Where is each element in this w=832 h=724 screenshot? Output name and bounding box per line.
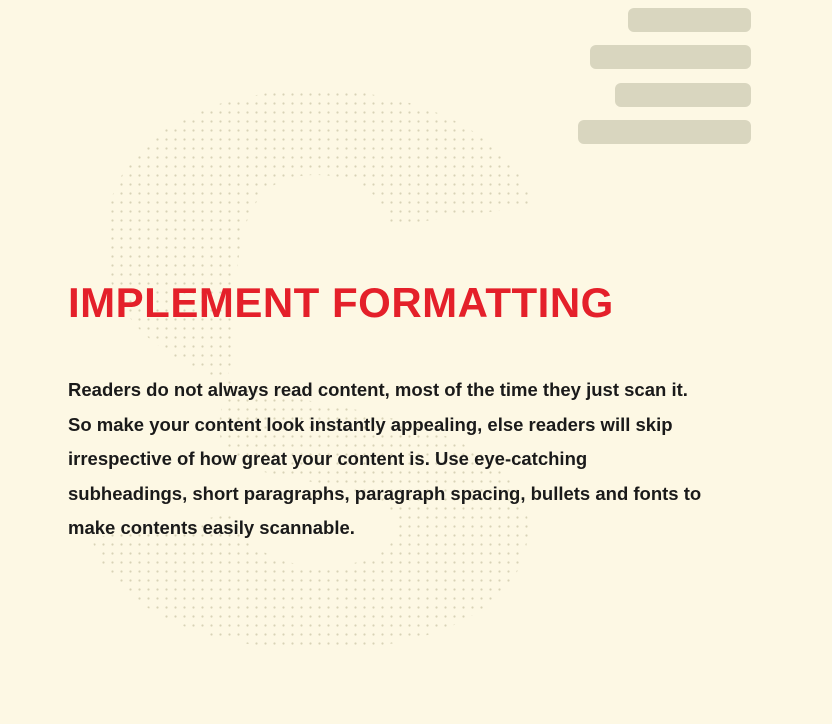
text-line-bar <box>578 120 751 144</box>
paragraph-line: irrespective of how great your content i… <box>68 448 588 469</box>
paragraph-line: Readers do not always read content, most… <box>68 379 688 400</box>
text-line-bar <box>615 83 751 107</box>
paragraph-line: subheadings, short paragraphs, paragraph… <box>68 482 702 504</box>
paragraph-line: So make your content look instantly appe… <box>68 413 673 435</box>
paragraph-line: make contents easily scannable. <box>68 517 355 538</box>
text-line-bar <box>590 45 751 69</box>
section-heading: IMPLEMENT FORMATTING <box>68 279 614 326</box>
body-paragraph: Readers do not always read content, most… <box>68 373 778 546</box>
text-line-bar <box>628 8 751 32</box>
